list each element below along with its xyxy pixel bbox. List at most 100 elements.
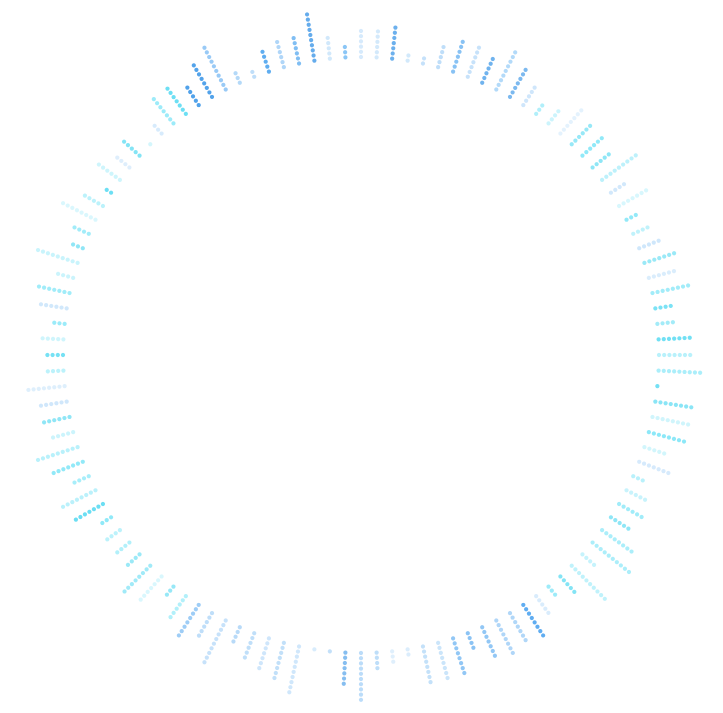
spectrum-dot bbox=[687, 335, 692, 340]
spectrum-dot bbox=[629, 549, 634, 554]
spectrum-dot bbox=[638, 495, 643, 500]
spectrum-dot bbox=[661, 469, 666, 474]
spectrum-bar bbox=[121, 139, 142, 158]
spectrum-dot bbox=[60, 255, 65, 261]
spectrum-dot bbox=[88, 490, 93, 495]
spectrum-bar bbox=[546, 109, 561, 126]
spectrum-dot bbox=[663, 304, 668, 309]
spectrum-bar bbox=[125, 552, 142, 567]
spectrum-dot bbox=[653, 306, 658, 311]
spectrum-dot bbox=[312, 58, 317, 63]
spectrum-dot bbox=[450, 636, 456, 641]
spectrum-dot bbox=[182, 624, 187, 629]
spectrum-dot bbox=[672, 369, 677, 374]
spectrum-dot bbox=[568, 585, 573, 591]
spectrum-dot bbox=[358, 682, 364, 687]
spectrum-dot bbox=[152, 582, 157, 587]
spectrum-dot bbox=[183, 593, 188, 599]
spectrum-dot bbox=[61, 273, 66, 278]
spectrum-dot bbox=[427, 674, 432, 680]
spectrum-dot bbox=[518, 628, 523, 634]
spectrum-dot bbox=[71, 430, 76, 435]
spectrum-dot bbox=[444, 670, 449, 676]
spectrum-dot bbox=[494, 87, 499, 92]
spectrum-bar bbox=[420, 56, 427, 66]
spectrum-dot bbox=[77, 478, 82, 483]
spectrum-dot bbox=[523, 638, 528, 643]
spectrum-dot bbox=[149, 585, 154, 591]
spectrum-dot bbox=[465, 74, 470, 79]
spectrum-dot bbox=[100, 501, 106, 507]
spectrum-dot bbox=[138, 597, 143, 602]
spectrum-dot bbox=[612, 537, 617, 542]
spectrum-dot bbox=[156, 578, 161, 583]
spectrum-dot bbox=[488, 61, 493, 66]
spectrum-dot bbox=[140, 570, 146, 576]
spectrum-dot bbox=[552, 592, 558, 597]
spectrum-dot bbox=[36, 386, 41, 391]
spectrum-dot bbox=[655, 415, 660, 421]
spectrum-dot bbox=[119, 546, 124, 552]
spectrum-bar bbox=[168, 593, 188, 620]
spectrum-dot bbox=[358, 661, 364, 666]
spectrum-dot bbox=[689, 405, 694, 410]
spectrum-dot bbox=[558, 131, 563, 136]
spectrum-dot bbox=[561, 578, 566, 583]
spectrum-dot bbox=[91, 507, 97, 512]
spectrum-dot bbox=[580, 574, 585, 579]
spectrum-dot bbox=[35, 247, 41, 253]
spectrum-dot bbox=[199, 76, 204, 82]
spectrum-dot bbox=[127, 165, 132, 170]
spectrum-dot bbox=[171, 610, 176, 616]
spectrum-bar bbox=[250, 69, 257, 79]
spectrum-bar bbox=[631, 474, 645, 483]
spectrum-dot bbox=[450, 69, 456, 74]
spectrum-dot bbox=[129, 146, 134, 151]
spectrum-dot bbox=[165, 86, 170, 91]
spectrum-dot bbox=[634, 512, 640, 517]
spectrum-dot bbox=[64, 399, 69, 404]
spectrum-bar bbox=[41, 414, 72, 425]
spectrum-dot bbox=[656, 337, 661, 342]
spectrum-dot bbox=[496, 82, 501, 87]
spectrum-dot bbox=[616, 203, 622, 209]
spectrum-dot bbox=[657, 255, 662, 261]
spectrum-dot bbox=[457, 656, 462, 661]
spectrum-dot bbox=[291, 669, 296, 675]
spectrum-dot bbox=[658, 400, 663, 405]
spectrum-dot bbox=[260, 49, 265, 54]
spectrum-dot bbox=[75, 244, 81, 249]
spectrum-dot bbox=[296, 644, 302, 649]
spectrum-bar bbox=[35, 247, 80, 266]
spectrum-dot bbox=[56, 469, 61, 474]
spectrum-dot bbox=[47, 385, 52, 390]
spectrum-bar bbox=[275, 39, 286, 70]
spectrum-dot bbox=[51, 470, 56, 476]
spectrum-dot bbox=[168, 90, 173, 95]
spectrum-dot bbox=[642, 260, 647, 266]
spectrum-dot bbox=[327, 56, 332, 61]
spectrum-dot bbox=[391, 46, 396, 51]
spectrum-bar bbox=[70, 242, 85, 251]
spectrum-dot bbox=[188, 89, 193, 95]
spectrum-dot bbox=[672, 336, 677, 341]
spectrum-bar bbox=[325, 35, 332, 61]
spectrum-dot bbox=[65, 257, 70, 262]
spectrum-dot bbox=[678, 403, 684, 408]
spectrum-dot bbox=[442, 665, 447, 671]
spectrum-dot bbox=[168, 117, 173, 122]
spectrum-dot bbox=[480, 625, 485, 630]
spectrum-dot bbox=[291, 35, 296, 41]
spectrum-dot bbox=[565, 582, 570, 587]
spectrum-dot bbox=[62, 415, 67, 421]
spectrum-dot bbox=[640, 227, 645, 232]
spectrum-dot bbox=[218, 627, 224, 632]
spectrum-dot bbox=[177, 602, 182, 607]
spectrum-dot bbox=[486, 66, 491, 71]
spectrum-dot bbox=[667, 352, 672, 358]
spectrum-dot bbox=[661, 271, 667, 276]
spectrum-dot bbox=[280, 645, 285, 650]
spectrum-dot bbox=[133, 555, 138, 560]
spectrum-dot bbox=[503, 68, 508, 74]
spectrum-dot bbox=[233, 71, 238, 76]
